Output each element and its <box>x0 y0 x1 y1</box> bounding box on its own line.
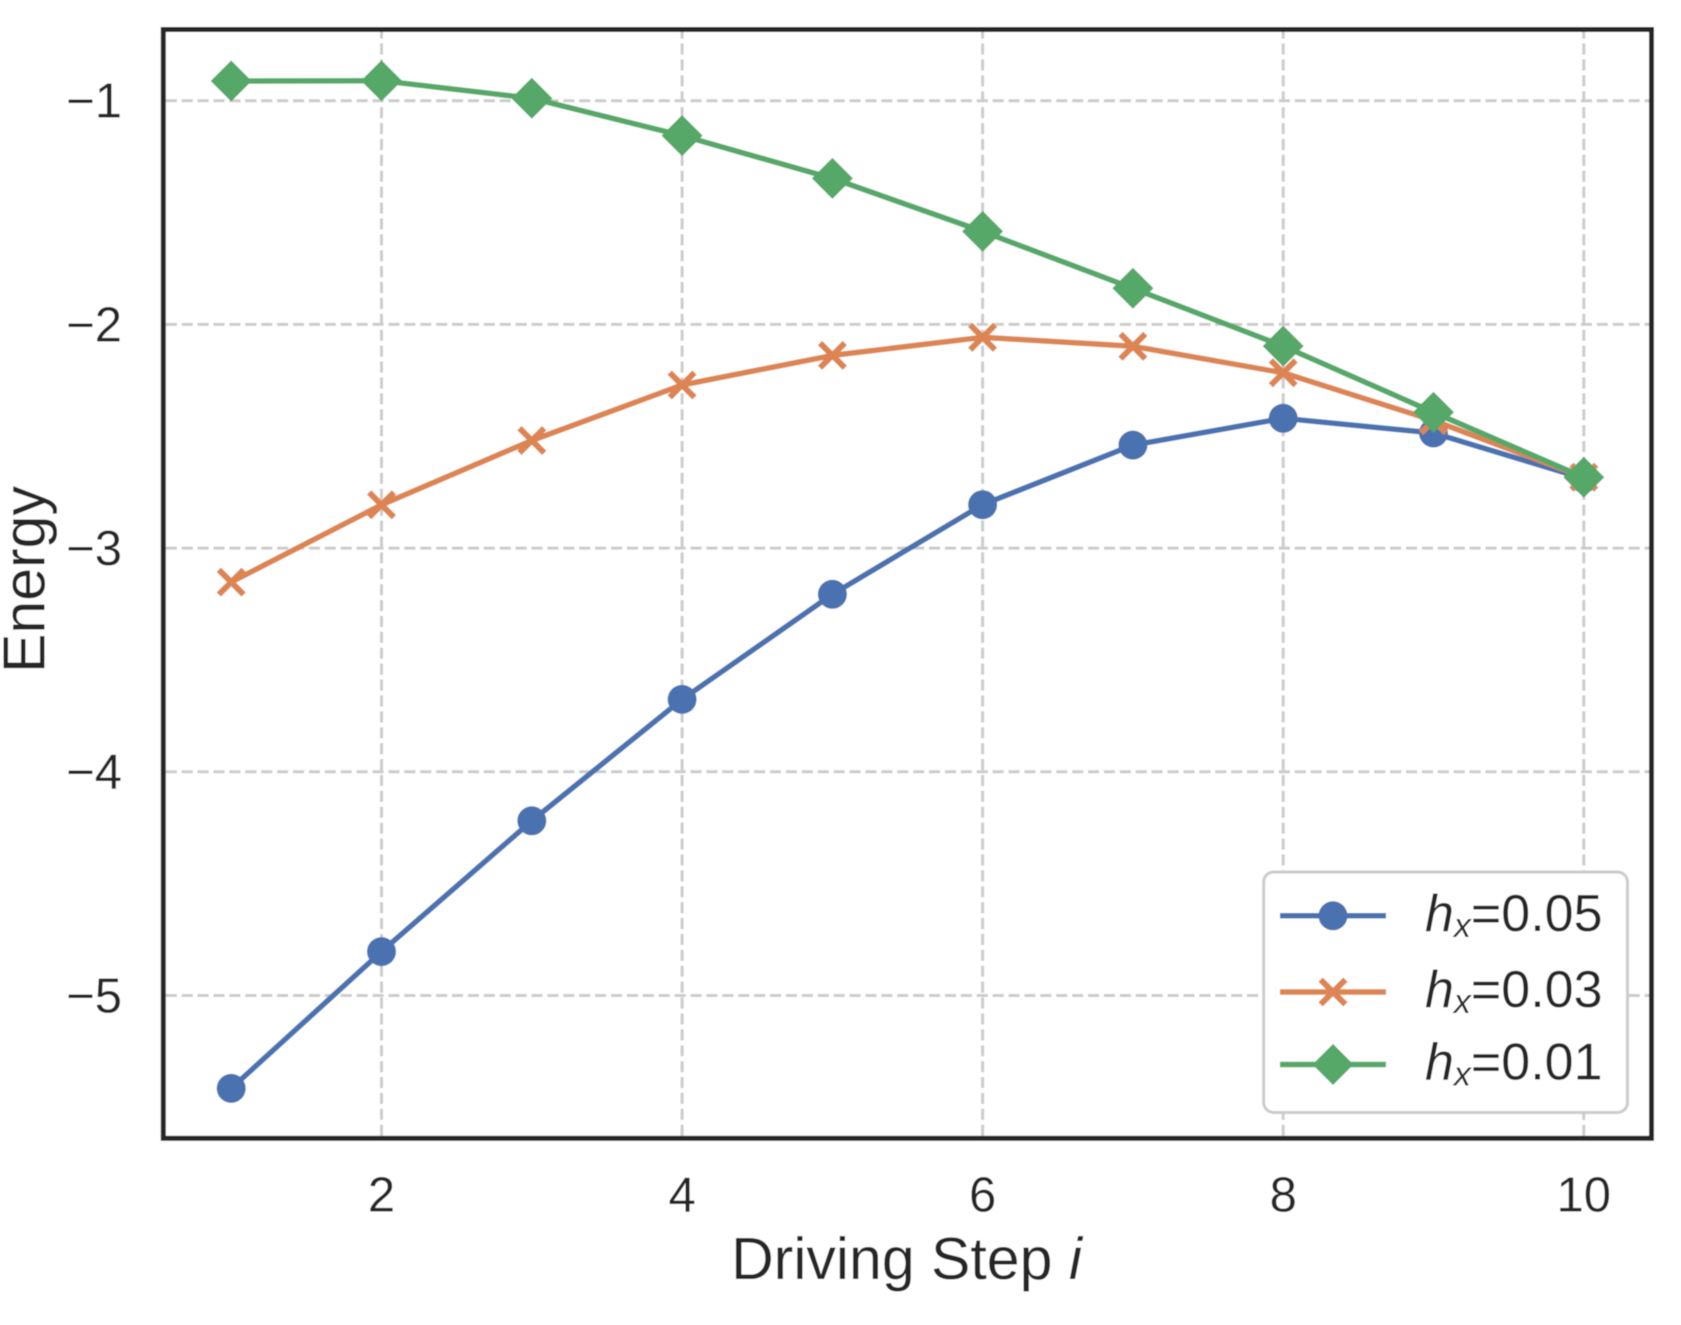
svg-text:hx=0.05: hx=0.05 <box>1425 885 1603 945</box>
svg-text:2: 2 <box>368 1169 395 1223</box>
svg-text:10: 10 <box>1557 1169 1612 1223</box>
svg-text:−3: −3 <box>66 522 122 576</box>
svg-text:4: 4 <box>668 1169 695 1223</box>
svg-text:8: 8 <box>1270 1169 1297 1223</box>
svg-text:−2: −2 <box>66 298 122 352</box>
svg-text:6: 6 <box>969 1169 996 1223</box>
svg-text:hx=0.01: hx=0.01 <box>1425 1034 1603 1094</box>
svg-text:hx=0.03: hx=0.03 <box>1425 961 1603 1021</box>
svg-text:Energy: Energy <box>0 486 58 673</box>
svg-text:−5: −5 <box>66 969 122 1023</box>
svg-text:Driving Step i: Driving Step i <box>731 1226 1084 1292</box>
svg-text:−1: −1 <box>66 75 122 129</box>
svg-text:−4: −4 <box>66 746 122 800</box>
